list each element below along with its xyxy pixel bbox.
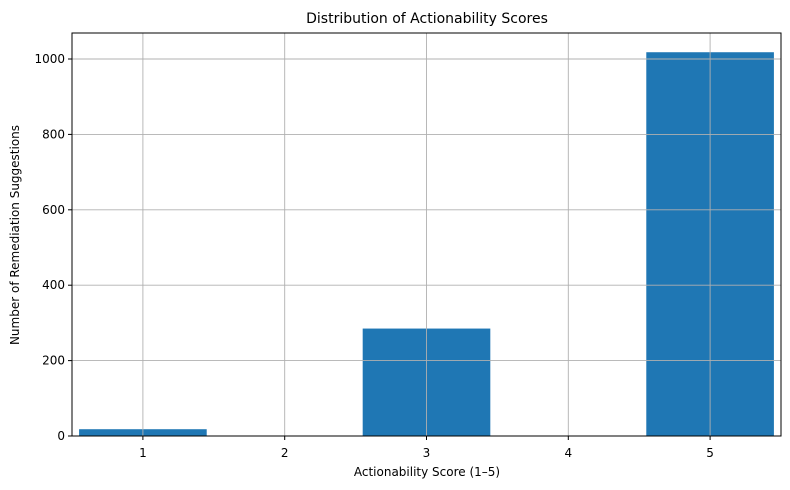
x-tick-label-3: 3	[423, 446, 431, 460]
y-tick-label-800: 800	[42, 127, 65, 141]
x-tick-label-5: 5	[706, 446, 714, 460]
x-tick-label-4: 4	[564, 446, 572, 460]
y-tick-label-1000: 1000	[34, 52, 65, 66]
y-axis-label: Number of Remediation Suggestions	[8, 125, 22, 345]
x-tick-label-1: 1	[139, 446, 147, 460]
chart-title: Distribution of Actionability Scores	[306, 11, 548, 27]
y-tick-label-0: 0	[57, 429, 65, 443]
x-tick-label-2: 2	[281, 446, 289, 460]
grid-layer	[72, 33, 781, 437]
x-axis-label: Actionability Score (1–5)	[354, 465, 500, 479]
y-tick-label-200: 200	[42, 354, 65, 368]
y-tick-label-400: 400	[42, 278, 65, 292]
ticks-layer: 1 2 3 4 5 0 200 400 600 800 1000	[34, 52, 713, 460]
y-tick-label-600: 600	[42, 203, 65, 217]
